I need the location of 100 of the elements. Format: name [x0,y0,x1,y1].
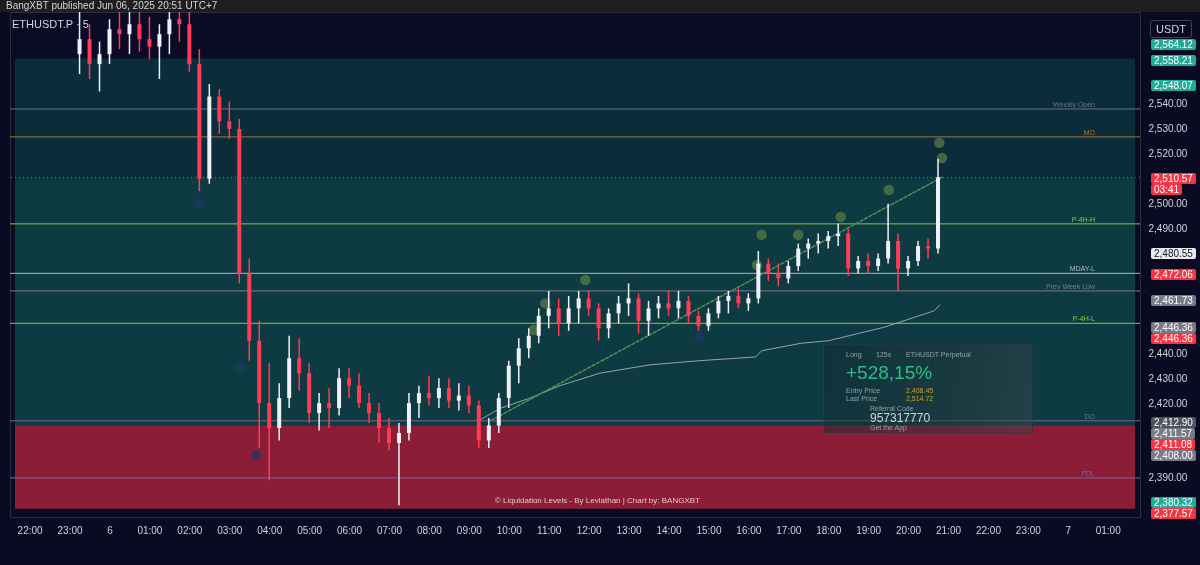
annotation: +528,15% [846,362,933,384]
candlestick [227,100,232,140]
candlestick [906,255,911,277]
candlestick [576,290,581,325]
x-tick-label: 7 [1065,524,1072,536]
text: 2,408.00 [1151,449,1196,461]
candlestick [546,290,551,330]
point [234,361,246,373]
x-tick-label: 06:00 [337,524,363,536]
text: 2,510.57 [1151,172,1196,184]
text: 2,446.36 [1151,332,1196,344]
text: 03:41 [1151,183,1183,195]
text: 2,377.57 [1151,507,1196,519]
candlestick [446,377,451,409]
candlestick [426,374,431,407]
y-tick-label: 2,390.00 [1148,472,1188,484]
x-tick-label: 23:00 [57,524,84,536]
x-tick-label: 10:00 [496,524,523,536]
candlestick [77,11,82,75]
x-tick-label: 14:00 [656,524,682,536]
candlestick [866,252,871,275]
x-tick-label: 12:00 [576,524,603,536]
candlestick [147,15,152,60]
candlestick [686,295,691,325]
candlestick [456,382,461,412]
candlestick [297,337,302,392]
text: 2,548.07 [1151,79,1196,91]
annotation: 957317770 [870,411,931,425]
y-tick-label: 2,500.00 [1148,198,1188,210]
x-tick-label: 20:00 [896,524,922,536]
point [756,229,767,241]
candlestick [97,40,102,93]
x-tick-label: 6 [107,524,114,536]
x-tick-label: 03:00 [217,524,243,536]
x-tick-label: 23:00 [1015,524,1042,536]
candlestick [526,327,531,359]
text: 2,472.06 [1151,268,1196,280]
point [250,449,262,461]
x-tick-label: 15:00 [696,524,722,536]
candlestick [886,202,891,265]
candlestick [357,372,362,409]
text: 2,461.73 [1151,294,1196,306]
candlestick [646,300,651,337]
candlestick [596,302,601,342]
candlestick [606,307,611,340]
candlestick [716,295,721,320]
candlestick [916,240,921,267]
candlestick [796,242,801,272]
x-tick-label: 18:00 [816,524,842,536]
candlestick [157,23,162,80]
text: BangXBT published Jun 06, 2025 20:51 UTC+7 [0,0,1200,12]
candlestick [636,292,641,335]
x-tick-label: 16:00 [736,524,762,536]
text: ETHUSDT.P · 5 [12,18,89,30]
candlestick [117,11,122,50]
candlestick [367,392,372,424]
candlestick [706,307,711,332]
annotation: © Liquidation Levels - By Leviathan | Chart by: BANGXBT [495,496,700,505]
candlestick [127,11,132,55]
candlestick [786,260,791,285]
x-tick-label: 07:00 [376,524,403,536]
point [883,184,895,196]
point [934,137,945,149]
candlestick [736,287,741,310]
candlestick [666,290,671,317]
candlestick [566,295,571,332]
candlestick [766,257,771,282]
candlestick [696,310,701,332]
y-tick-label: 2,440.00 [1148,347,1188,359]
point [835,211,847,223]
text: 2,411.08 [1151,438,1196,450]
y-tick-label: 2,420.00 [1148,397,1188,409]
candlestick [416,384,421,419]
x-tick-label: 08:00 [416,524,443,536]
candlestick [436,377,441,409]
point [936,152,948,164]
x-tick-label: 22:00 [975,524,1002,536]
text: 2,446.36 [1151,321,1196,333]
point [580,274,591,286]
x-tick-label: 13:00 [616,524,643,536]
candlestick [816,232,821,255]
x-tick-label: 09:00 [456,524,483,536]
candlestick [676,290,681,320]
text: 2,558.21 [1151,54,1196,66]
x-tick-label: 21:00 [935,524,962,536]
text: 2,380.32 [1151,496,1196,508]
candlestick [616,295,621,325]
text: 2,480.55 [1151,247,1196,259]
candlestick [556,297,561,337]
x-tick-label: 22:00 [17,524,44,536]
candlestick [396,422,401,507]
candlestick [377,402,382,444]
candlestick [327,387,332,429]
candlestick [516,337,521,384]
y-tick-label: 2,530.00 [1148,123,1188,135]
text: 2,564.12 [1151,38,1196,50]
x-tick-label: 04:00 [257,524,283,536]
candlestick [806,237,811,260]
candlestick [586,290,591,317]
candlestick [656,295,661,320]
